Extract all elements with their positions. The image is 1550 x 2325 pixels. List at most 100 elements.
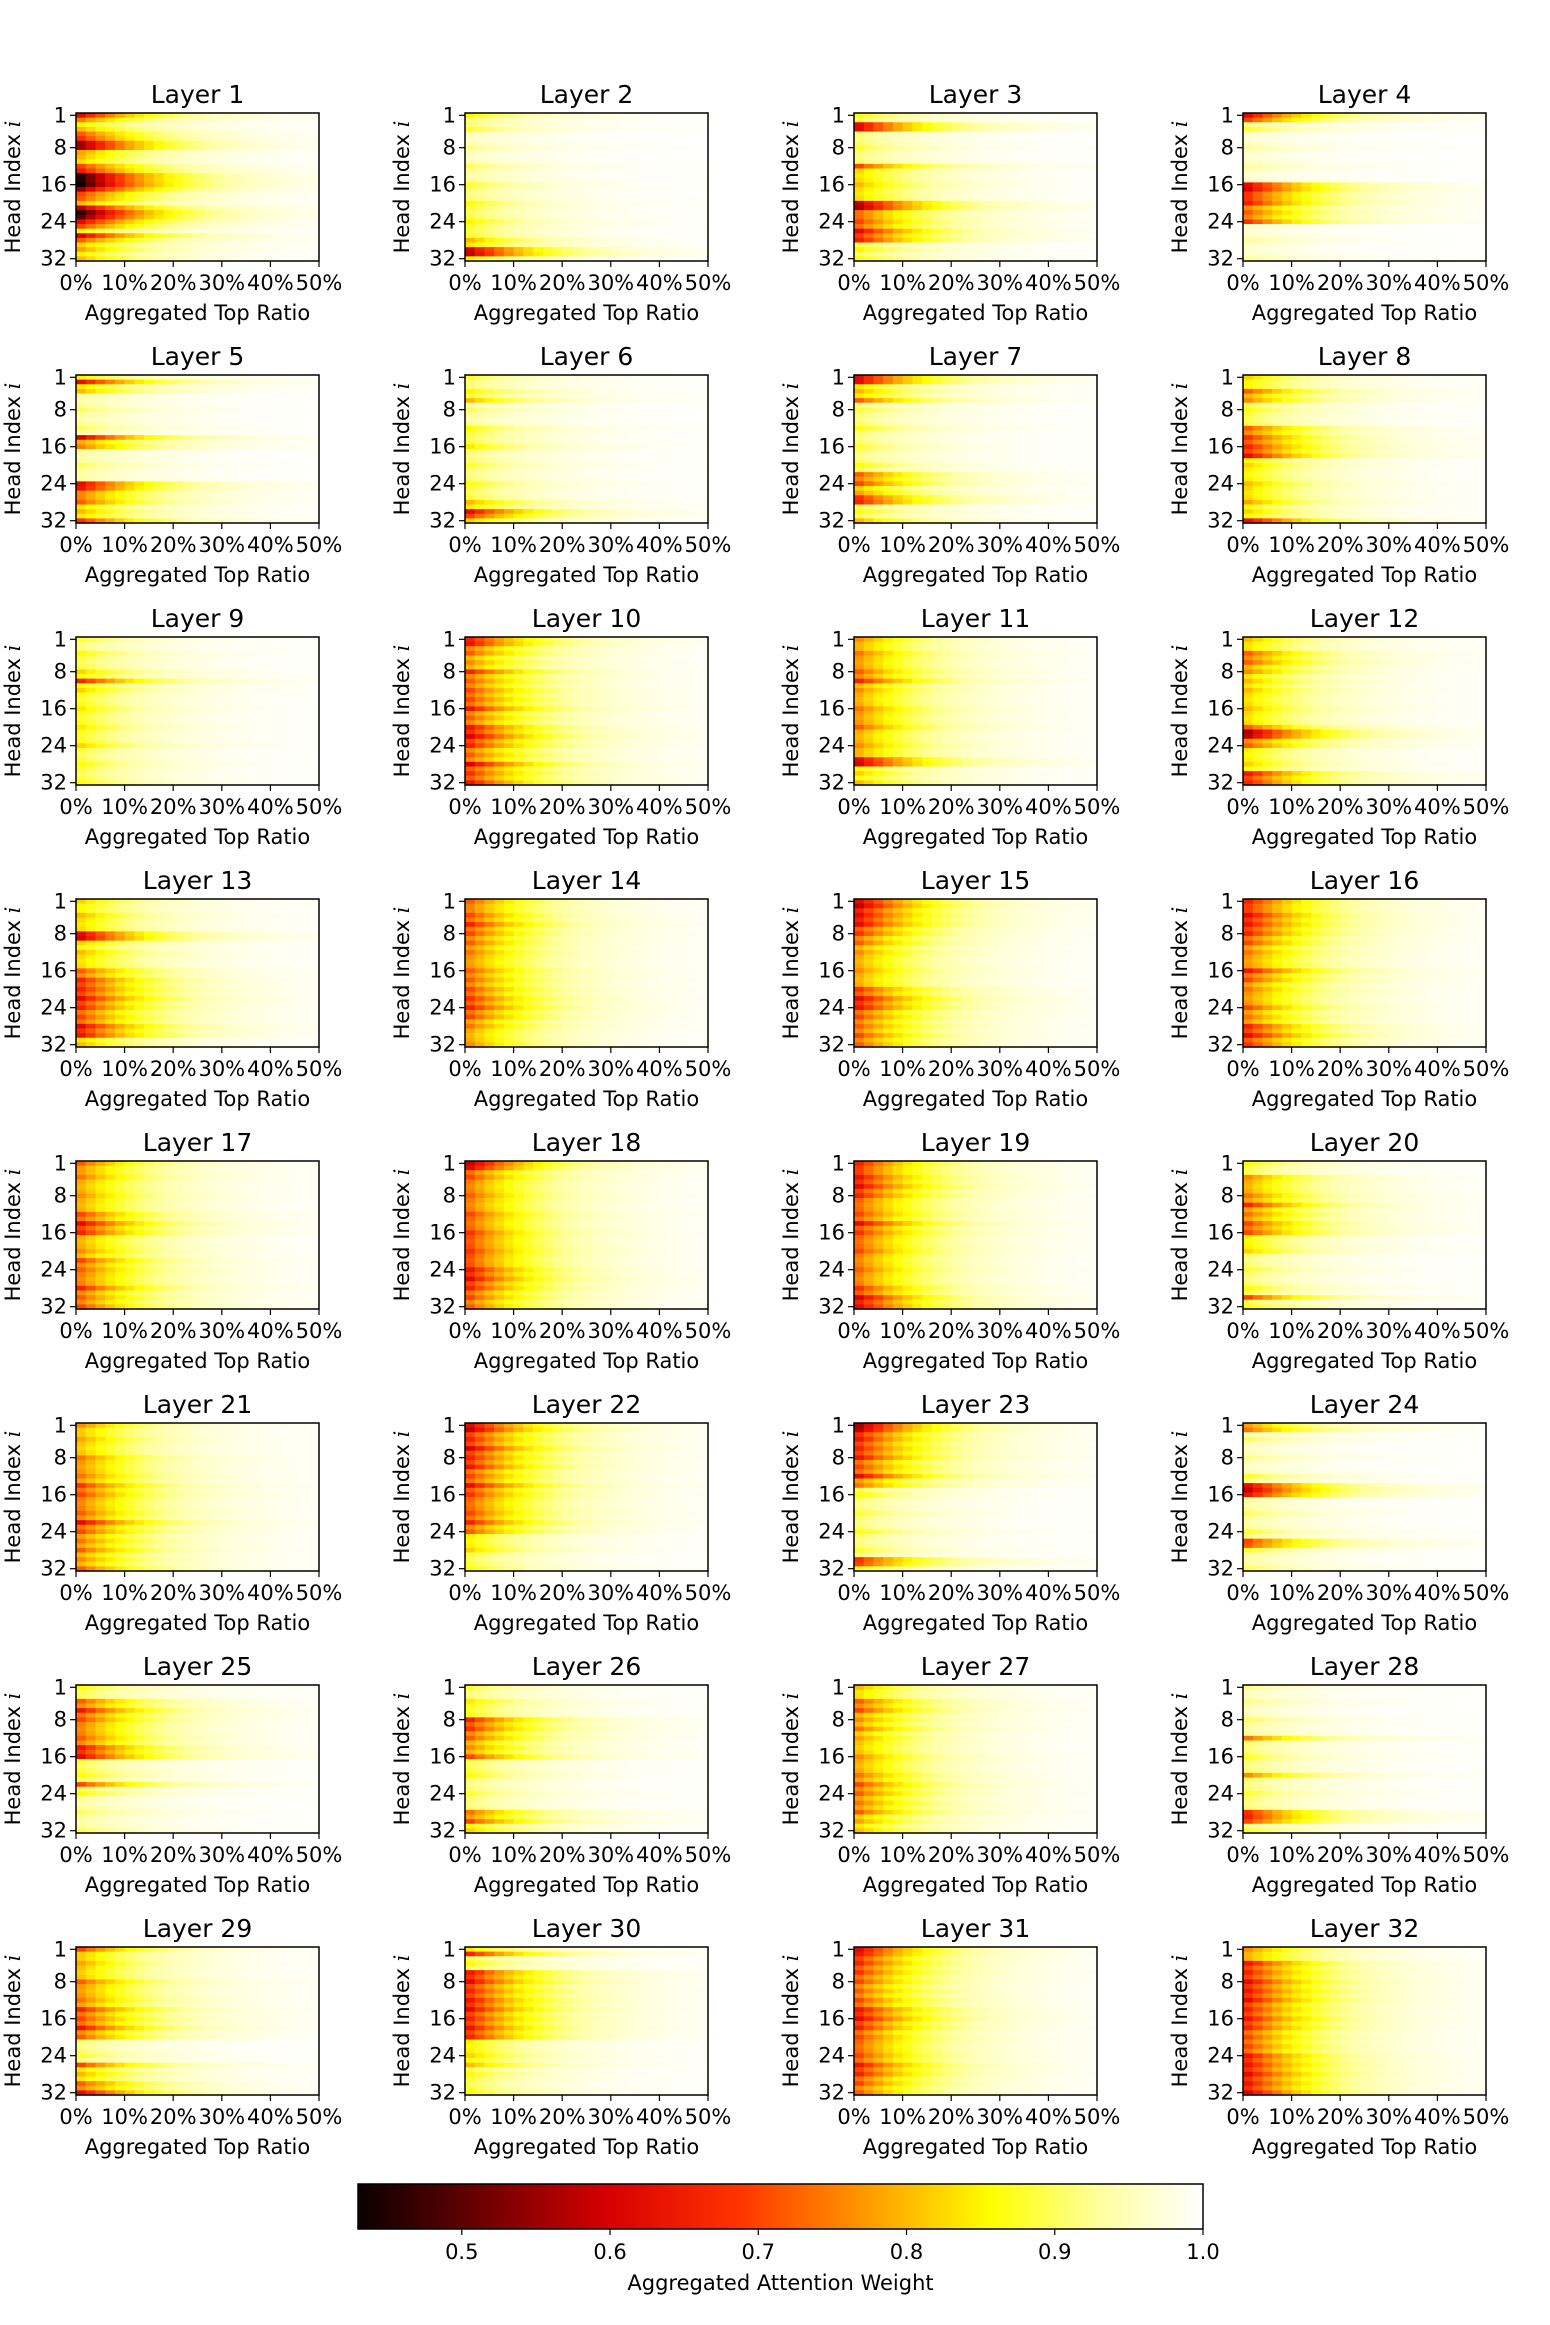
heatmap-cell xyxy=(105,509,115,514)
heatmap-cell xyxy=(980,141,990,146)
heatmap-cell xyxy=(1340,127,1350,132)
heatmap-cell xyxy=(1379,201,1389,206)
heatmap-cell xyxy=(523,495,533,500)
heatmap-cell xyxy=(533,224,543,229)
heatmap-cell xyxy=(222,444,232,449)
heatmap-cell xyxy=(591,127,601,132)
heatmap-cell xyxy=(630,495,640,500)
heatmap-cell xyxy=(552,182,562,187)
heatmap-cell xyxy=(1253,173,1263,178)
heatmap-cell xyxy=(290,122,300,127)
heatmap-cell xyxy=(1437,159,1447,164)
heatmap-cell xyxy=(679,440,689,445)
heatmap-panel-layer-3: Layer 3181624320% 10% 20% 30% 40% 50%Aggregat… xyxy=(779,80,1120,325)
heatmap-cell xyxy=(582,145,592,150)
heatmap-cell xyxy=(951,122,961,127)
heatmap-cell xyxy=(1039,206,1049,211)
heatmap-cell xyxy=(1418,132,1428,137)
heatmap-cell xyxy=(523,394,533,399)
heatmap-cell xyxy=(300,113,310,118)
heatmap-cell xyxy=(1243,169,1253,174)
heatmap-cell xyxy=(475,435,485,440)
heatmap-cell xyxy=(611,206,621,211)
heatmap-cell xyxy=(650,375,660,380)
heatmap-cell xyxy=(533,458,543,463)
heatmap-cell xyxy=(941,210,951,215)
heatmap-cell xyxy=(202,247,212,252)
heatmap-cell xyxy=(1292,229,1302,234)
heatmap-cell xyxy=(1262,141,1272,146)
heatmap-cell xyxy=(300,201,310,206)
heatmap-cell xyxy=(1087,206,1097,211)
heatmap-cell xyxy=(232,136,242,141)
heatmap-cell xyxy=(504,182,514,187)
heatmap-cell xyxy=(300,224,310,229)
heatmap-cell xyxy=(941,215,951,220)
heatmap-cell xyxy=(1301,150,1311,155)
heatmap-cell xyxy=(504,514,514,519)
heatmap-cell xyxy=(300,491,310,496)
heatmap-cell xyxy=(669,417,679,422)
heatmap-cell xyxy=(591,398,601,403)
heatmap-cell xyxy=(980,136,990,141)
heatmap-cell xyxy=(1476,141,1486,146)
heatmap-cell xyxy=(961,150,971,155)
heatmap-cell xyxy=(261,113,271,118)
heatmap-cell xyxy=(533,243,543,248)
heatmap-cell xyxy=(1476,210,1486,215)
heatmap-cell xyxy=(650,164,660,169)
heatmap-cell xyxy=(533,500,543,505)
heatmap-cell xyxy=(134,164,144,169)
heatmap-cell xyxy=(154,215,164,220)
heatmap-cell xyxy=(951,192,961,197)
heatmap-cell xyxy=(854,141,864,146)
heatmap-cell xyxy=(1301,127,1311,132)
heatmap-cell xyxy=(640,389,650,394)
x-tick-label: 30% xyxy=(976,271,1023,295)
heatmap-cell xyxy=(941,132,951,137)
heatmap-cell xyxy=(611,247,621,252)
heatmap-cell xyxy=(173,201,183,206)
heatmap-cell xyxy=(1330,182,1340,187)
heatmap-cell xyxy=(864,243,874,248)
heatmap-cell xyxy=(1321,187,1331,192)
heatmap-cell xyxy=(893,375,903,380)
heatmap-cell xyxy=(1282,159,1292,164)
heatmap-cell xyxy=(971,201,981,206)
heatmap-cell xyxy=(183,127,193,132)
heatmap-cell xyxy=(698,219,708,224)
heatmap-cell xyxy=(1078,164,1088,169)
heatmap-cell xyxy=(630,132,640,137)
heatmap-cell xyxy=(1272,219,1282,224)
heatmap-cell xyxy=(630,486,640,491)
heatmap-cell xyxy=(552,440,562,445)
heatmap-cell xyxy=(669,229,679,234)
x-tick-label: 50% xyxy=(296,533,343,557)
heatmap-cell xyxy=(1272,201,1282,206)
heatmap-cell xyxy=(125,454,135,459)
heatmap-cell xyxy=(163,155,173,160)
heatmap-cell xyxy=(591,201,601,206)
heatmap-cell xyxy=(562,477,572,482)
heatmap-cell xyxy=(193,407,203,412)
heatmap-cell xyxy=(95,431,105,436)
heatmap-cell xyxy=(621,495,631,500)
heatmap-cell xyxy=(280,468,290,473)
heatmap-cells xyxy=(465,113,709,262)
heatmap-cell xyxy=(465,159,475,164)
heatmap-cell xyxy=(601,113,611,118)
heatmap-cell xyxy=(543,440,553,445)
heatmap-cell xyxy=(251,233,261,238)
heatmap-cell xyxy=(1476,136,1486,141)
heatmap-cell xyxy=(679,509,689,514)
x-tick-label: 0% xyxy=(59,271,92,295)
heatmap-cell xyxy=(300,449,310,454)
heatmap-cell xyxy=(494,229,504,234)
heatmap-cell xyxy=(1467,132,1477,137)
heatmap-cell xyxy=(873,243,883,248)
heatmap-cell xyxy=(163,389,173,394)
heatmap-cell xyxy=(640,229,650,234)
heatmap-cell xyxy=(640,384,650,389)
heatmap-cell xyxy=(1058,145,1068,150)
heatmap-cell xyxy=(582,468,592,473)
